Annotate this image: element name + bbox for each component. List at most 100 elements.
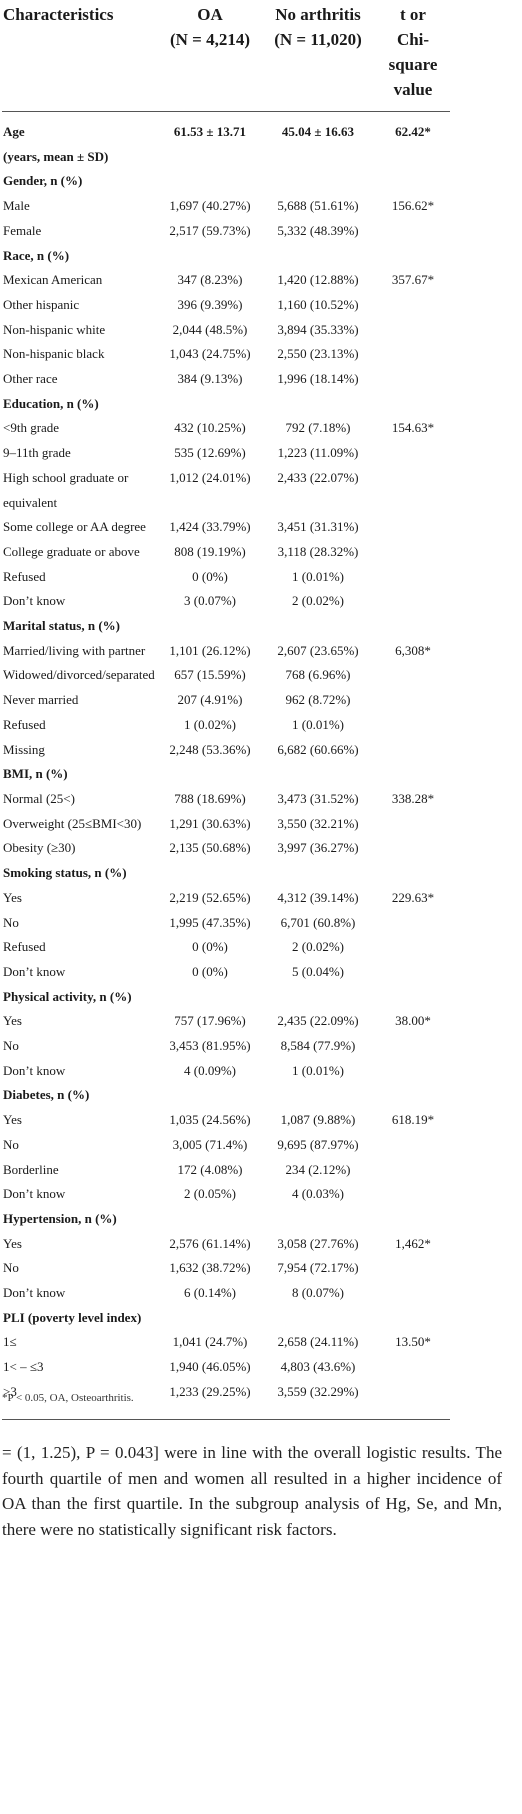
test-value: 357.67*: [391, 272, 435, 288]
test-value: [376, 861, 450, 886]
test-value: 13.50*: [395, 1334, 431, 1350]
no-arthritis-value: 3,559 (32.29%): [260, 1379, 376, 1420]
test-value: [376, 960, 450, 985]
table-section-row: Gender, n (%): [2, 169, 450, 194]
oa-value: [160, 762, 260, 787]
table-section-row: Diabetes, n (%): [2, 1083, 450, 1108]
oa-value: 1,995 (47.35%): [169, 914, 251, 930]
no-arthritis-value: 3,473 (31.52%): [277, 790, 359, 806]
row-label: Marital status, n (%): [3, 618, 120, 634]
oa-value: [160, 614, 260, 639]
table-section-row: Marital status, n (%): [2, 614, 450, 639]
test-value: [376, 1256, 450, 1281]
row-label: Don’t know: [3, 593, 66, 609]
oa-value: 6 (0.14%): [184, 1285, 236, 1301]
table-row: Missing 2,248 (53.36%) 6,682 (60.66%): [2, 738, 450, 763]
oa-value: 1,697 (40.27%): [169, 198, 251, 214]
test-value: 156.62*: [391, 198, 435, 214]
oa-value: 2,044 (48.5%): [172, 321, 248, 337]
oa-value: 3 (0.07%): [184, 593, 236, 609]
table-row: Yes 2,219 (52.65%) 4,312 (39.14%) 229.63*: [2, 886, 450, 911]
table-row: Don’t know 3 (0.07%) 2 (0.02%): [2, 589, 450, 614]
table-row: Yes 1,035 (24.56%) 1,087 (9.88%) 618.19*: [2, 1108, 450, 1133]
test-value: [376, 392, 450, 417]
no-arthritis-value: 3,118 (28.32%): [277, 543, 359, 559]
test-value: [376, 1083, 450, 1108]
oa-value: 535 (12.69%): [174, 445, 246, 461]
row-label: Hypertension, n (%): [3, 1210, 117, 1226]
oa-value: [160, 1083, 260, 1108]
no-arthritis-value: [260, 491, 376, 516]
row-label: Widowed/divorced/separated: [3, 667, 155, 683]
row-label: Married/living with partner: [3, 642, 146, 658]
row-label: 9–11th grade: [3, 445, 71, 461]
row-label: Other hispanic: [3, 296, 80, 312]
test-value: [376, 812, 450, 837]
row-label: No: [3, 914, 19, 930]
table-body: Age 61.53 ± 13.71 45.04 ± 16.63 62.42* (year…: [2, 112, 450, 1420]
row-label: Borderline: [3, 1161, 59, 1177]
no-arthritis-value: 4 (0.03%): [292, 1186, 344, 1202]
table-row: Refused 0 (0%) 2 (0.02%): [2, 935, 450, 960]
no-arthritis-value: 3,997 (36.27%): [277, 840, 359, 856]
row-label: Non-hispanic black: [3, 346, 105, 362]
test-value: [376, 663, 450, 688]
test-value: [376, 1379, 450, 1420]
oa-value: [160, 491, 260, 516]
table-row: Widowed/divorced/separated 657 (15.59%) 76…: [2, 663, 450, 688]
no-arthritis-value: 2,658 (24.11%): [277, 1334, 359, 1350]
oa-value: 1,291 (30.63%): [169, 815, 251, 831]
table-row: Other race 384 (9.13%) 1,996 (18.14%): [2, 367, 450, 392]
no-arthritis-value: 234 (2.12%): [285, 1161, 351, 1177]
no-arthritis-value: 962 (8.72%): [285, 692, 351, 708]
no-arthritis-value: [260, 1083, 376, 1108]
oa-value: 4 (0.09%): [184, 1062, 236, 1078]
row-label: Missing: [3, 741, 45, 757]
row-label: Education, n (%): [3, 395, 99, 411]
test-value: 229.63*: [391, 889, 435, 905]
test-value: [376, 713, 450, 738]
test-value: [376, 1281, 450, 1306]
test-value: [376, 1355, 450, 1380]
table-row: Never married 207 (4.91%) 962 (8.72%): [2, 688, 450, 713]
test-value: [376, 565, 450, 590]
oa-value: 2,135 (50.68%): [169, 840, 251, 856]
test-value: [376, 688, 450, 713]
row-label: (years, mean ± SD): [3, 148, 109, 164]
test-value: [376, 515, 450, 540]
test-value: 1,462*: [395, 1235, 431, 1251]
header-oa: OA (N = 4,214): [160, 0, 260, 112]
table-row: 1≤ 1,041 (24.7%) 2,658 (24.11%) 13.50*: [2, 1330, 450, 1355]
table-row: Non-hispanic white 2,044 (48.5%) 3,894 (35…: [2, 318, 450, 343]
oa-value: 1,424 (33.79%): [169, 519, 251, 535]
test-value: [376, 762, 450, 787]
no-arthritis-value: [260, 614, 376, 639]
test-value: [376, 169, 450, 194]
oa-value: 1,043 (24.75%): [169, 346, 251, 362]
oa-value: [160, 1207, 260, 1232]
no-arthritis-value: 8 (0.07%): [292, 1285, 344, 1301]
no-arthritis-value: 3,894 (35.33%): [277, 321, 359, 337]
oa-value: [160, 244, 260, 269]
table-row: Normal (25<) 788 (18.69%) 3,473 (31.52%) 33…: [2, 787, 450, 812]
row-label: Yes: [3, 1112, 22, 1128]
oa-value: 0 (0%): [192, 568, 228, 584]
row-label: Refused: [3, 716, 46, 732]
test-value: 6,308*: [395, 642, 431, 658]
table-section-row: PLI (poverty level index): [2, 1306, 450, 1331]
row-label: High school graduate or: [3, 469, 129, 485]
test-value: 338.28*: [391, 790, 435, 806]
oa-value: 1,041 (24.7%): [172, 1334, 248, 1350]
oa-value: 347 (8.23%): [177, 272, 243, 288]
no-arthritis-value: 2 (0.02%): [292, 939, 344, 955]
no-arthritis-value: 7,954 (72.17%): [277, 1260, 359, 1276]
no-arthritis-value: 3,451 (31.31%): [277, 519, 359, 535]
oa-value: 808 (19.19%): [174, 543, 246, 559]
no-arthritis-value: 9,695 (87.97%): [277, 1136, 359, 1152]
oa-value: 2,248 (53.36%): [169, 741, 251, 757]
test-value: [376, 1306, 450, 1331]
row-label: Male: [3, 198, 30, 214]
table-section-row: Age 61.53 ± 13.71 45.04 ± 16.63 62.42*: [2, 112, 450, 145]
row-label: equivalent: [3, 494, 58, 510]
table-row: No 3,005 (71.4%) 9,695 (87.97%): [2, 1133, 450, 1158]
